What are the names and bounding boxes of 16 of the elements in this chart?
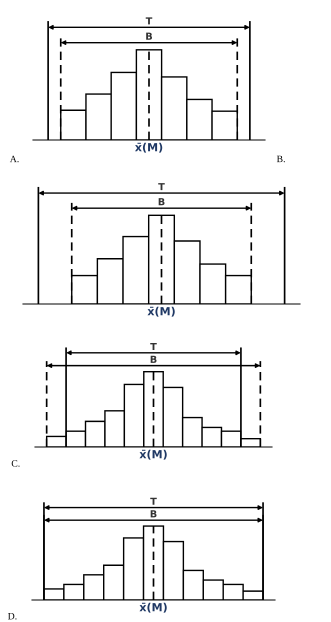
text: T xyxy=(158,183,165,190)
text: A. xyxy=(10,156,19,162)
text: x̄(M) xyxy=(139,602,167,613)
text: x̄(M) xyxy=(139,450,167,460)
text: C. xyxy=(12,460,20,467)
text: D. xyxy=(8,612,17,620)
text: B xyxy=(146,32,152,40)
text: T xyxy=(146,17,152,24)
text: x̄(M) xyxy=(147,306,175,317)
text: B. xyxy=(276,156,285,162)
text: x̄(M) xyxy=(134,142,162,153)
text: B xyxy=(150,510,157,518)
text: B xyxy=(150,356,157,363)
text: B xyxy=(158,198,165,206)
text: T xyxy=(150,342,157,350)
text: T xyxy=(150,498,157,505)
